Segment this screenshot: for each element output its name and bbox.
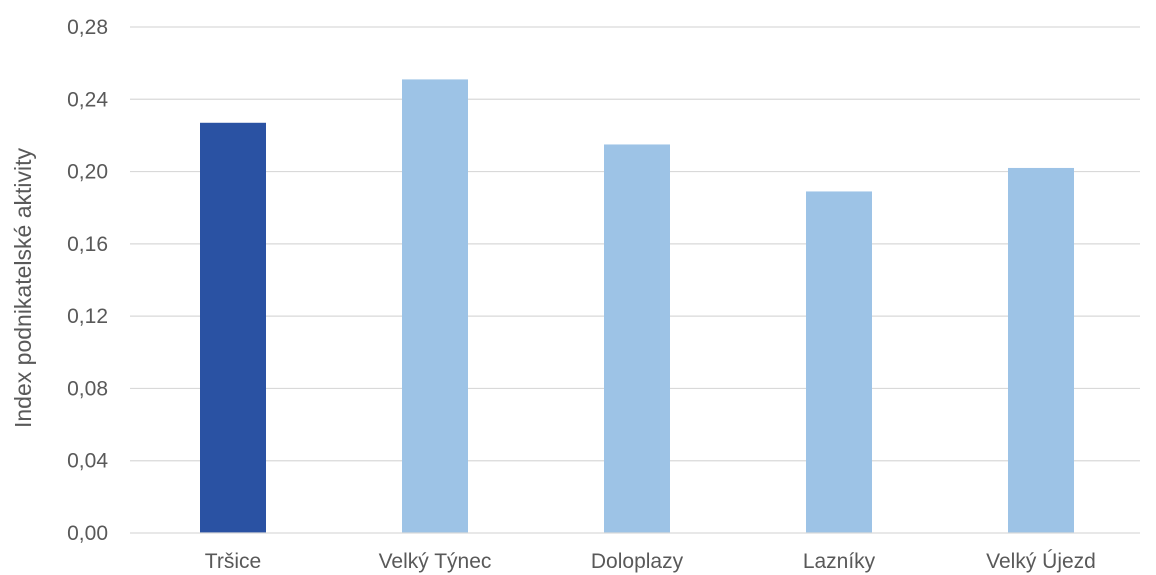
bar-3 bbox=[806, 191, 872, 533]
y-tick-label: 0,04 bbox=[67, 450, 108, 473]
bars bbox=[200, 79, 1074, 534]
y-tick-label: 0,00 bbox=[67, 522, 108, 545]
bar-2 bbox=[604, 144, 670, 533]
bar-4 bbox=[1008, 167, 1074, 533]
y-tick-label: 0,20 bbox=[67, 161, 108, 184]
bar-1 bbox=[402, 79, 468, 534]
y-axis-ticks: 0,00 0,04 0,08 0,12 0,16 0,20 0,24 0,28 bbox=[67, 16, 108, 545]
x-axis-categories: Tršice Velký Týnec Doloplazy Lazníky Velký Ú… bbox=[205, 550, 1096, 573]
x-category-label: Velký Újezd bbox=[986, 550, 1096, 573]
x-category-label: Tršice bbox=[205, 550, 261, 573]
y-tick-label: 0,24 bbox=[67, 88, 108, 111]
y-tick-label: 0,16 bbox=[67, 233, 108, 256]
y-tick-label: 0,28 bbox=[67, 16, 108, 39]
x-category-label: Velký Týnec bbox=[379, 550, 492, 573]
y-tick-label: 0,12 bbox=[67, 305, 108, 328]
x-category-label: Doloplazy bbox=[591, 550, 684, 573]
x-category-label: Lazníky bbox=[803, 550, 876, 573]
y-axis-title: Index podnikatelské aktivity bbox=[10, 148, 36, 428]
bar-0 bbox=[200, 122, 266, 534]
y-tick-label: 0,08 bbox=[67, 377, 108, 400]
